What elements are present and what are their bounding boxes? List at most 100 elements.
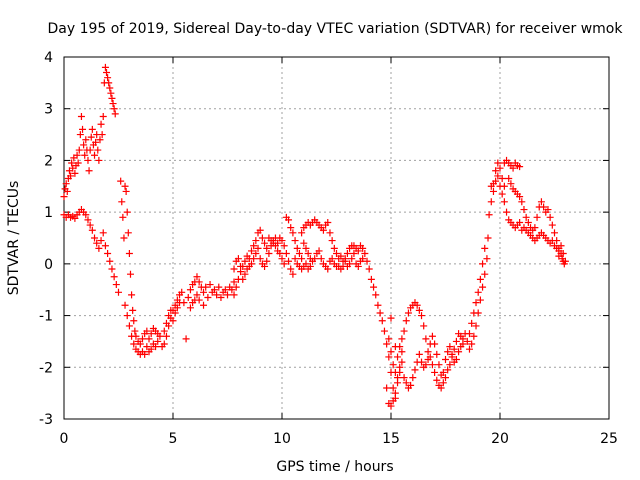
data-point-marker — [213, 291, 221, 299]
data-point-marker — [315, 247, 323, 255]
data-point-marker — [108, 265, 116, 273]
data-point-marker — [439, 379, 447, 387]
data-point-marker — [398, 358, 406, 366]
data-point-marker — [118, 198, 126, 206]
data-point-marker — [169, 317, 177, 325]
data-point-marker — [311, 255, 319, 263]
data-point-marker — [409, 374, 417, 382]
data-point-marker — [518, 198, 526, 206]
data-point-marker — [119, 213, 127, 221]
data-point-marker — [97, 237, 105, 245]
data-point-marker — [85, 167, 93, 175]
data-point-marker — [112, 281, 120, 289]
data-point-marker — [489, 187, 497, 195]
data-point-marker — [86, 146, 94, 154]
data-point-marker — [383, 384, 391, 392]
data-point-marker — [428, 361, 436, 369]
data-point-marker — [498, 175, 506, 183]
data-point-marker — [524, 218, 532, 226]
data-point-marker — [302, 244, 310, 252]
data-point-marker — [452, 356, 460, 364]
data-point-marker — [295, 250, 303, 258]
data-point-marker — [79, 125, 87, 133]
data-point-marker — [81, 151, 89, 159]
data-point-marker — [138, 335, 146, 343]
tick-label-layer: 0 5 10 15 20 25 -3 -2 -1 0 1 2 3 4 — [39, 50, 618, 447]
data-point-marker — [463, 337, 471, 345]
data-point-marker — [548, 237, 556, 245]
data-point-marker — [82, 211, 90, 219]
data-point-marker — [178, 288, 186, 296]
data-point-marker — [99, 112, 107, 120]
data-point-marker — [407, 381, 415, 389]
data-point-marker — [263, 257, 271, 265]
data-point-marker — [402, 317, 410, 325]
data-point-marker — [239, 275, 247, 283]
data-point-marker — [474, 288, 482, 296]
data-point-marker — [256, 255, 264, 263]
data-point-marker — [280, 242, 288, 250]
data-point-marker — [261, 239, 269, 247]
data-point-marker — [224, 291, 231, 299]
data-point-marker — [503, 208, 511, 216]
data-point-marker — [77, 112, 85, 120]
data-point-marker — [398, 335, 406, 343]
data-point-marker — [516, 218, 524, 226]
data-point-marker — [487, 198, 495, 206]
data-point-marker — [76, 131, 84, 139]
data-point-marker — [195, 296, 203, 304]
data-point-marker — [91, 151, 99, 159]
data-point-marker — [111, 110, 119, 118]
data-point-marker — [160, 340, 168, 348]
data-point-marker — [396, 343, 404, 351]
data-point-marker — [326, 229, 334, 237]
data-point-marker — [204, 293, 212, 301]
data-point-marker — [162, 319, 170, 327]
data-point-marker — [324, 218, 332, 226]
data-point-marker — [540, 203, 548, 211]
x-tick-label: 10 — [273, 431, 291, 447]
data-point-marker — [247, 247, 255, 255]
data-point-marker — [465, 330, 473, 338]
data-point-marker — [117, 177, 125, 185]
data-point-marker — [389, 361, 397, 369]
data-point-marker — [215, 283, 223, 291]
data-point-marker — [123, 208, 131, 216]
data-point-marker — [442, 356, 449, 364]
data-point-marker — [230, 278, 238, 286]
data-point-marker — [84, 216, 92, 224]
data-point-marker — [143, 327, 151, 335]
data-point-marker — [481, 270, 489, 278]
x-tick-label: 0 — [60, 431, 69, 447]
data-point-marker — [186, 304, 194, 312]
data-point-marker — [106, 84, 114, 92]
data-point-marker — [261, 262, 269, 270]
data-point-marker — [459, 340, 467, 348]
data-point-marker — [86, 221, 94, 229]
data-point-marker — [433, 350, 441, 358]
data-point-marker — [446, 361, 454, 369]
data-point-marker — [359, 255, 367, 263]
data-point-marker — [468, 340, 476, 348]
data-point-marker — [439, 368, 447, 376]
data-point-marker — [210, 286, 218, 294]
data-point-marker — [285, 216, 293, 224]
data-point-marker — [101, 63, 109, 71]
data-point-marker — [130, 340, 138, 348]
data-point-marker — [130, 317, 138, 325]
data-point-marker — [92, 138, 100, 146]
data-point-marker — [221, 286, 229, 294]
data-point-marker — [531, 224, 539, 232]
data-point-marker — [110, 273, 118, 281]
data-point-marker — [468, 319, 476, 327]
data-point-marker — [494, 172, 502, 180]
data-point-marker — [300, 239, 308, 247]
data-point-marker — [533, 213, 541, 221]
data-point-marker — [230, 291, 238, 299]
data-point-marker — [226, 283, 234, 291]
data-point-marker — [391, 389, 399, 397]
data-point-marker — [280, 260, 288, 268]
data-point-marker — [328, 255, 336, 263]
data-point-marker — [328, 237, 336, 245]
